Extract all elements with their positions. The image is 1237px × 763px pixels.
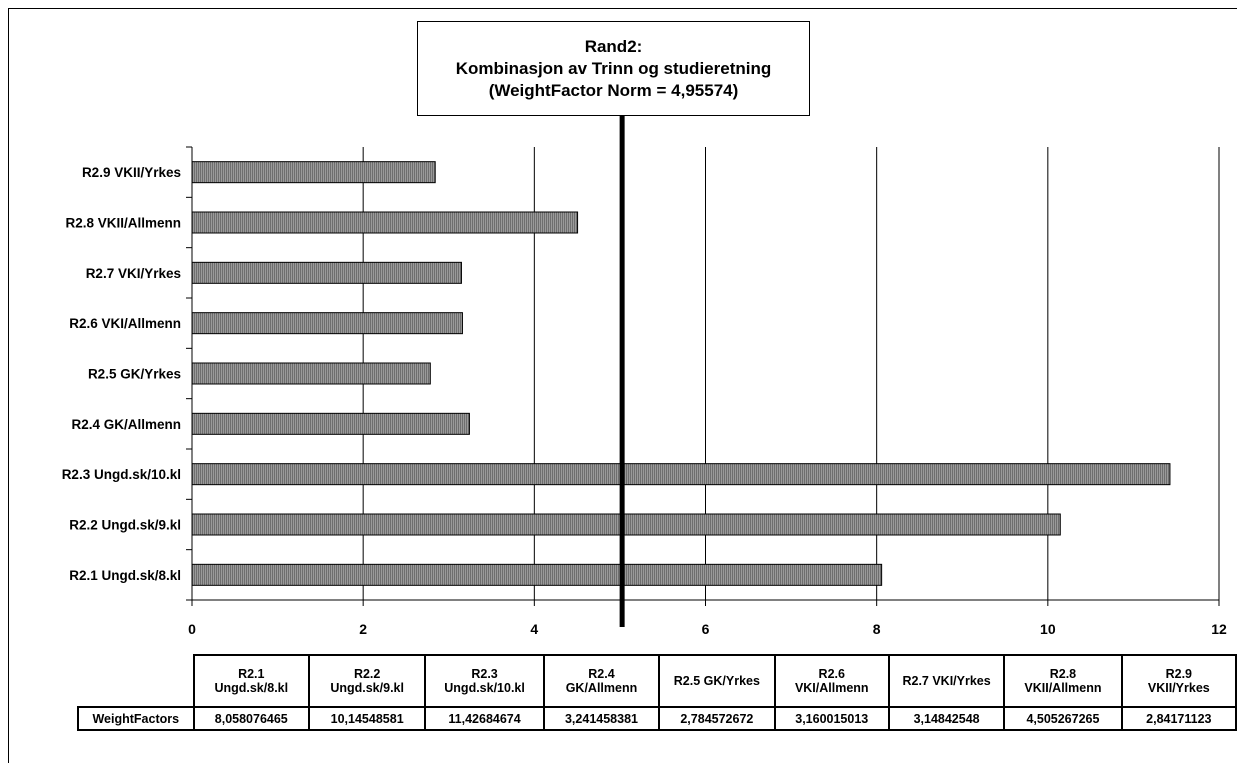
bar	[191, 362, 431, 385]
category-label: R2.7 VKI/Yrkes	[86, 266, 181, 281]
table-value-cell: 3,241458381	[542, 706, 661, 731]
category-label: R2.4 GK/Allmenn	[71, 417, 181, 432]
table-header-line: Ungd.sk/10.kl	[444, 681, 525, 695]
title-line-2: Kombinasjon av Trinn og studieretning	[455, 58, 772, 78]
table-header-line: Ungd.sk/9.kl	[330, 681, 404, 695]
bar	[191, 563, 883, 586]
category-label: R2.8 VKII/Allmenn	[65, 216, 181, 231]
bar	[191, 161, 436, 184]
title-line-3: (WeightFactor Norm = 4,95574)	[488, 80, 739, 100]
x-tick-label: 10	[1040, 621, 1056, 637]
table-header-line: R2.9	[1165, 667, 1193, 681]
table-row-label: WeightFactors	[77, 706, 195, 731]
table-header-line: VKII/Allmenn	[1024, 681, 1102, 695]
table-value-cell: 10,14548581	[307, 706, 427, 731]
table-corner	[78, 655, 194, 707]
x-tick-labels: 0 2 4 6 8 10 12	[188, 621, 1227, 637]
bar	[191, 261, 462, 284]
table-header-line: VKI/Allmenn	[794, 681, 869, 695]
table-value-cell: 11,42684674	[424, 706, 545, 731]
table-header-line: R2.8	[1049, 667, 1077, 681]
table-header-line: R2.4	[588, 667, 615, 681]
category-label: R2.5 GK/Yrkes	[88, 367, 181, 382]
table-header-cell: R2.3 Ungd.sk/10.kl	[424, 654, 545, 708]
category-label: R2.3 Ungd.sk/10.kl	[62, 467, 181, 482]
bar	[191, 412, 470, 435]
x-tick-label: 6	[702, 621, 710, 637]
table-header-cell: R2.2 Ungd.sk/9.kl	[307, 654, 427, 708]
category-labels: R2.1 Ungd.sk/8.kl R2.2 Ungd.sk/9.kl R2.3 U…	[62, 165, 181, 583]
bar	[191, 513, 1061, 536]
x-tick-label: 12	[1211, 621, 1227, 637]
table-header-line: R2.6	[818, 667, 845, 681]
bar	[191, 211, 579, 234]
x-tick-label: 4	[530, 621, 538, 637]
table-values-row: WeightFactors 8,058076465 10,14548581 11,4…	[77, 706, 1237, 731]
chart-title: Rand2: Kombinasjon av Trinn og studieret…	[417, 21, 810, 116]
table-value-cell: 4,505267265	[1003, 706, 1123, 731]
bar	[191, 312, 463, 335]
bar	[191, 463, 1171, 486]
category-label: R2.6 VKI/Allmenn	[69, 316, 181, 331]
x-tick-label: 2	[359, 621, 367, 637]
table-header-line: R2.2	[353, 667, 381, 681]
table-header-line: R2.7 VKI/Yrkes	[902, 674, 991, 688]
table-value-cell: 2,784572672	[658, 706, 776, 731]
table-header-line: R2.3	[471, 667, 498, 681]
table-header-line: GK/Allmenn	[565, 681, 638, 695]
table-header-row: R2.1 Ungd.sk/8.kl R2.2 Ungd.sk/9.kl R2.3 Ungd…	[78, 654, 1237, 708]
x-tick-label: 8	[873, 621, 881, 637]
category-label: R2.1 Ungd.sk/8.kl	[69, 568, 181, 583]
table-header-cell: R2.4 GK/Allmenn	[542, 654, 661, 708]
data-table: R2.1 Ungd.sk/8.kl R2.2 Ungd.sk/9.kl R2.3 Ungd…	[77, 654, 1237, 731]
table-value-cell: 8,058076465	[192, 706, 310, 731]
table-header-line: VKII/Yrkes	[1147, 681, 1210, 695]
category-label: R2.2 Ungd.sk/9.kl	[69, 518, 181, 533]
table-header-cell: R2.5 GK/Yrkes	[658, 654, 776, 708]
table-header-cell: R2.9 VKII/Yrkes	[1120, 654, 1237, 708]
table-header-cell: R2.1 Ungd.sk/8.kl	[192, 654, 310, 708]
table-header-line: R2.5 GK/Yrkes	[673, 674, 760, 688]
chart-area	[8, 8, 1237, 763]
table-value-cell: 3,160015013	[773, 706, 890, 731]
x-tick-label: 0	[188, 621, 196, 637]
category-label: R2.9 VKII/Yrkes	[82, 165, 181, 180]
table-value-cell: 2,84171123	[1120, 706, 1237, 731]
table-header-cell: R2.8 VKII/Allmenn	[1003, 654, 1123, 708]
title-line-1: Rand2:	[584, 36, 643, 56]
table-header-line: R2.1	[238, 667, 265, 681]
table-header-line: Ungd.sk/8.kl	[214, 681, 289, 695]
bars	[191, 161, 1171, 586]
table-header-cell: R2.6 VKI/Allmenn	[773, 654, 890, 708]
table-value-cell: 3,14842548	[887, 706, 1006, 731]
table-header-cell: R2.7 VKI/Yrkes	[887, 654, 1006, 708]
